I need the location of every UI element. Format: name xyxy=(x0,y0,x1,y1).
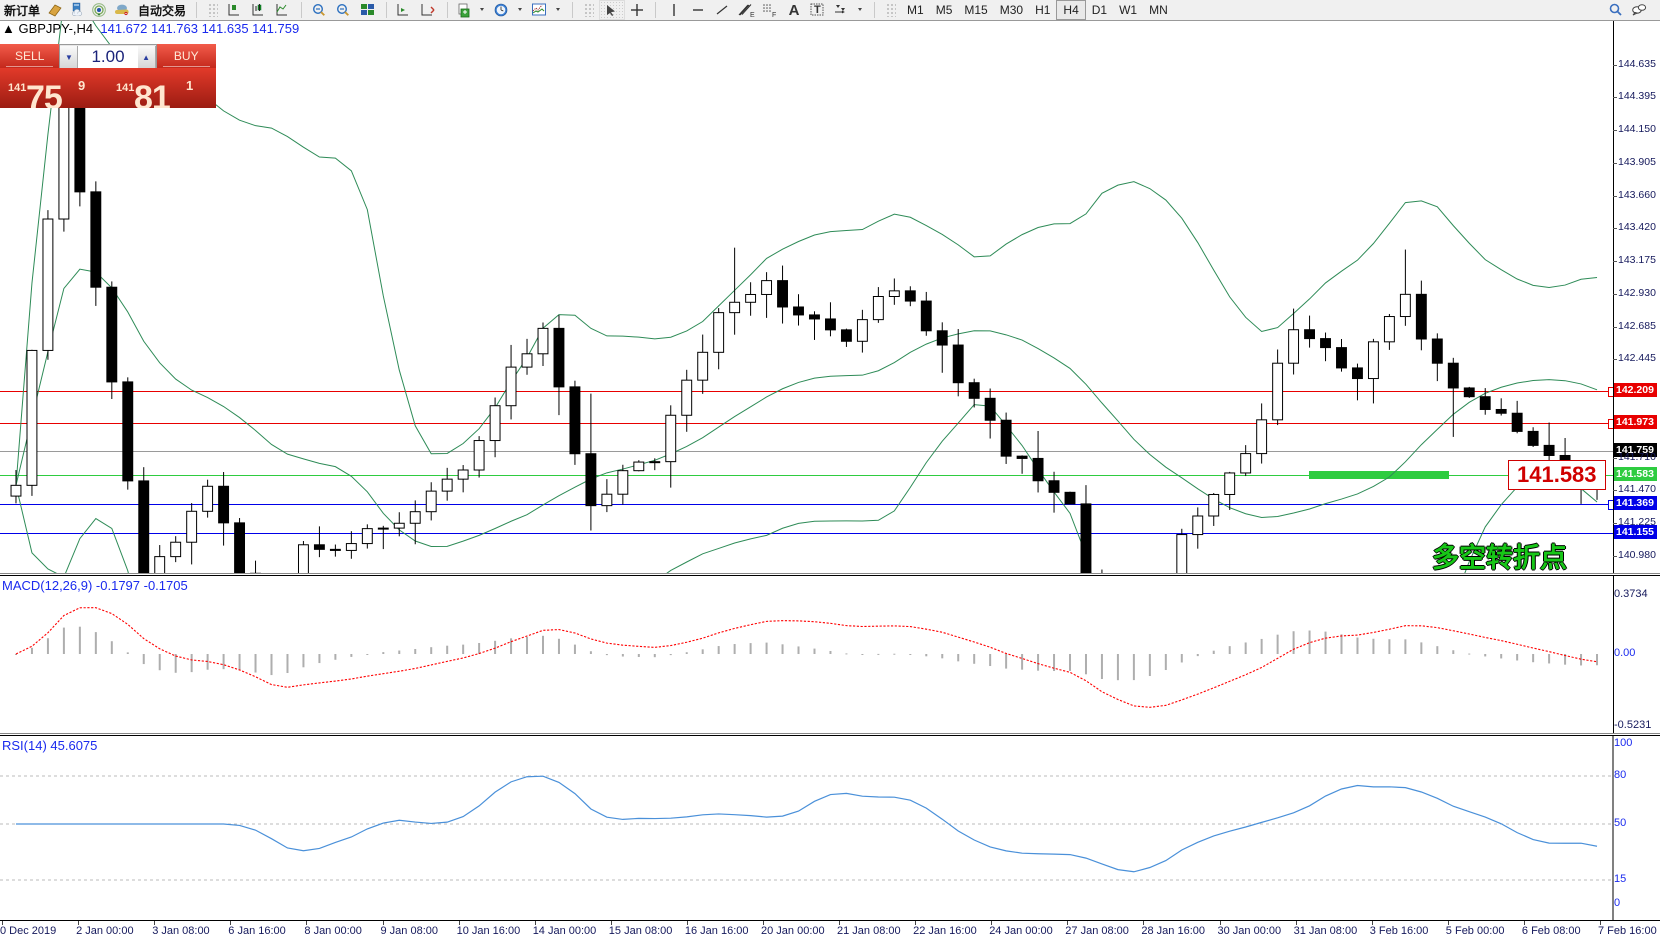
svg-text:T: T xyxy=(814,4,821,16)
svg-text:E: E xyxy=(750,12,755,18)
svg-text:F: F xyxy=(772,12,776,18)
